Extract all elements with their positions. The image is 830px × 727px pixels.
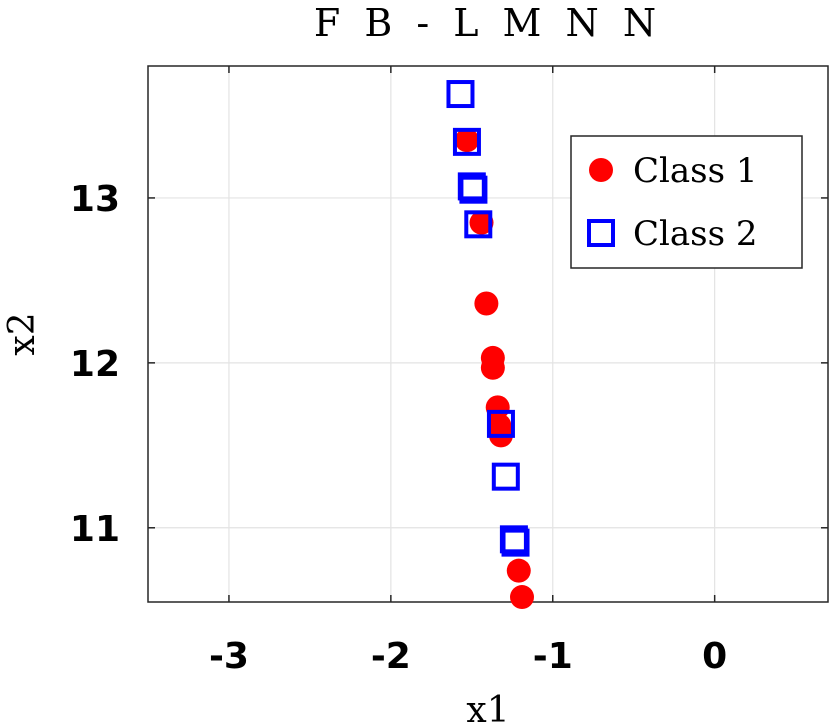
class-2-point — [491, 462, 520, 491]
y-tick-label: 13 — [70, 179, 120, 220]
class-1-point — [469, 210, 494, 235]
x-tick-label: 0 — [702, 636, 727, 677]
chart-title: F B - L M N N — [314, 1, 662, 45]
class-1-point — [474, 291, 499, 316]
y-axis-label: x2 — [2, 312, 43, 355]
tick-layer: -3 -2 -1 0 11 12 13 — [70, 66, 828, 677]
legend-marker-class-1 — [589, 158, 613, 182]
plot-frame — [147, 65, 829, 603]
points-layer — [446, 80, 534, 610]
y-tick-label: 11 — [70, 509, 120, 550]
legend-label-class-1: Class 1 — [633, 151, 758, 191]
class-1-point — [510, 585, 534, 610]
class-2-point — [452, 127, 481, 156]
class-1-point — [506, 558, 531, 583]
class-2-point — [486, 409, 515, 438]
legend: Class 1 Class 2 — [570, 135, 803, 269]
class-2-point — [464, 210, 493, 239]
x-axis-label: x1 — [466, 690, 509, 727]
y-tick-label: 12 — [70, 344, 120, 385]
x-tick-label: -2 — [371, 636, 411, 677]
class-2-point — [459, 175, 488, 204]
class-2-point — [446, 80, 475, 109]
legend-label-class-2: Class 2 — [633, 214, 758, 254]
class-2-point — [501, 528, 530, 557]
x-tick-label: -1 — [533, 636, 573, 677]
x-tick-label: -3 — [209, 636, 249, 677]
class-1-point — [454, 128, 479, 153]
legend-marker-class-2 — [587, 219, 615, 247]
class-1-point — [480, 355, 505, 380]
